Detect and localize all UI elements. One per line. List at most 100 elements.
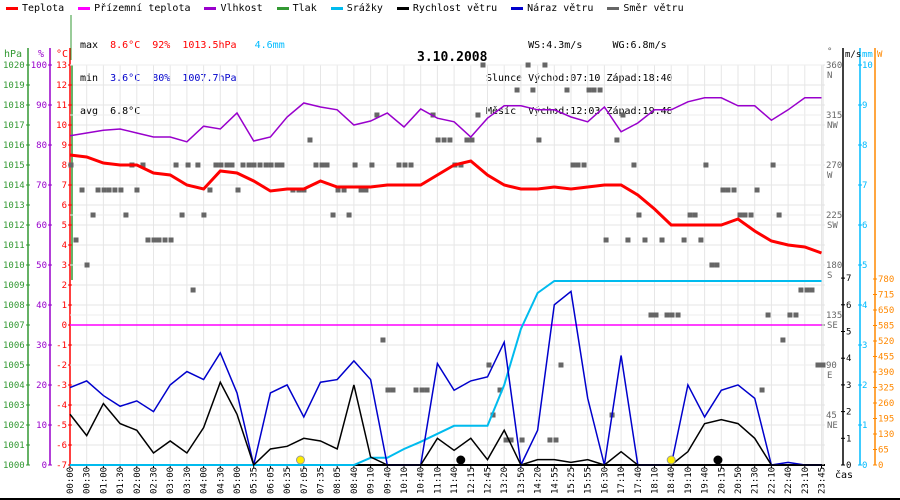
w-tick-label: 130 [878,430,894,440]
x-tick-label: 16:30 [600,467,610,494]
legend-item: Rychlost větru [396,3,497,14]
legend-label: Srážky [346,3,383,14]
wind-direction-point [190,287,196,293]
wind-direction-point [140,162,146,168]
wind-direction-point [737,212,743,218]
dir-compass-label: W [827,171,833,181]
temp-tick-label: -2 [56,361,67,371]
wind-direction-point [251,162,257,168]
wind-direction-point [68,162,74,168]
wind-direction-point [447,137,453,143]
temp-tick-label: 6 [62,201,67,211]
wind-direction-point [725,187,731,193]
temp-tick-label: 9 [62,141,67,151]
wind-direction-point [90,212,96,218]
x-tick-label: 11:40 [450,467,460,494]
wind-direction-point [435,137,441,143]
stat-max-label: max [80,40,99,51]
x-tick-label: 10:40 [417,467,427,494]
dir-compass-label: S [827,271,832,281]
wind-direction-point [480,62,486,68]
wind-direction-point [475,112,481,118]
x-tick-label: 08:05 [333,467,343,494]
pct-tick-label: 60 [36,221,47,231]
dir-compass-label: NW [827,121,838,131]
hpa-tick-label: 1005 [3,361,25,371]
dir-compass-label: SW [827,221,838,231]
wind-direction-point [408,162,414,168]
mm-tick-label: 10 [862,61,873,71]
wind-direction-point [335,187,341,193]
wind-direction-point [664,312,670,318]
wind-direction-point [201,212,207,218]
wind-direction-point [636,212,642,218]
wind-direction-point [84,262,90,268]
x-tick-label: 04:00 [200,467,210,494]
wind-direction-point [464,137,470,143]
wind-direction-point [118,187,124,193]
hpa-tick-label: 1010 [3,261,25,271]
x-tick-label: 02:30 [150,467,160,494]
wind-direction-point [681,237,687,243]
pct-tick-label: 10 [36,421,47,431]
hpa-tick-label: 1018 [3,101,25,111]
wind-direction-point [469,137,475,143]
x-tick-label: 19:10 [684,467,694,494]
wind-direction-point [257,162,263,168]
mm-tick-label: 8 [862,141,867,151]
wind-direction-point [642,237,648,243]
temp-tick-label: 5 [62,221,67,231]
stats-block: max 8.6°C 92% 1013.5hPa 4.6mm min 3.6°C … [80,18,285,139]
wind-direction-point [313,162,319,168]
wind-direction-point [151,237,157,243]
wind-direction-point [424,387,430,393]
wind-direction-point [703,162,709,168]
ms-tick-label: 3 [846,381,851,391]
hpa-tick-label: 1007 [3,321,25,331]
hpa-tick-label: 1003 [3,401,25,411]
legend-item: Náraz větru [511,3,593,14]
x-tick-label: 14:55 [550,467,560,494]
x-tick-label: 00:00 [66,467,76,494]
wind-direction-point [352,162,358,168]
temp-tick-label: 11 [56,101,67,111]
x-tick-label: 13:50 [517,467,527,494]
wind-direction-point [659,237,665,243]
ms-tick-label: 2 [846,408,851,418]
wind-direction-point [586,87,592,93]
legend-item: Teplota [6,3,64,14]
wind-direction-point [374,112,380,118]
hpa-tick-label: 1014 [3,181,25,191]
sunrise-time: Východ:07:10 [528,73,601,84]
wind-direction-point [486,362,492,368]
wind-direction-point [547,437,553,443]
legend-item: Srážky [330,3,383,14]
x-tick-label: 14:20 [534,467,544,494]
legend-item: Přízemní teplota [78,3,190,14]
wind-direction-point [235,187,241,193]
legend-label: Směr větru [623,3,684,14]
x-tick-label: 10:10 [400,467,410,494]
hpa-axis-label: hPa [4,49,22,60]
wind-direction-point [815,362,821,368]
dir-tick-label: 360 [826,61,842,71]
wind-direction-point [780,337,786,343]
pct-axis-label: % [38,49,44,60]
legend-swatch [6,6,18,10]
pct-tick-label: 0 [42,461,47,471]
x-tick-label: 01:00 [99,467,109,494]
x-tick-label: 01:30 [116,467,126,494]
legend-swatch [511,6,524,10]
dir-compass-label: E [827,371,832,381]
wind-direction-point [770,162,776,168]
x-tick-label: 15:55 [584,467,594,494]
wind-direction-point [591,87,597,93]
max-temp: 8.6°C [110,40,141,51]
max-humidity: 92% [152,40,171,51]
chart-title: 3.10.2008 [417,50,488,65]
x-tick-label: 23:10 [801,467,811,494]
wind-direction-point [341,187,347,193]
x-tick-label: 21:30 [751,467,761,494]
mm-tick-label: 7 [862,181,867,191]
pct-tick-label: 30 [36,341,47,351]
